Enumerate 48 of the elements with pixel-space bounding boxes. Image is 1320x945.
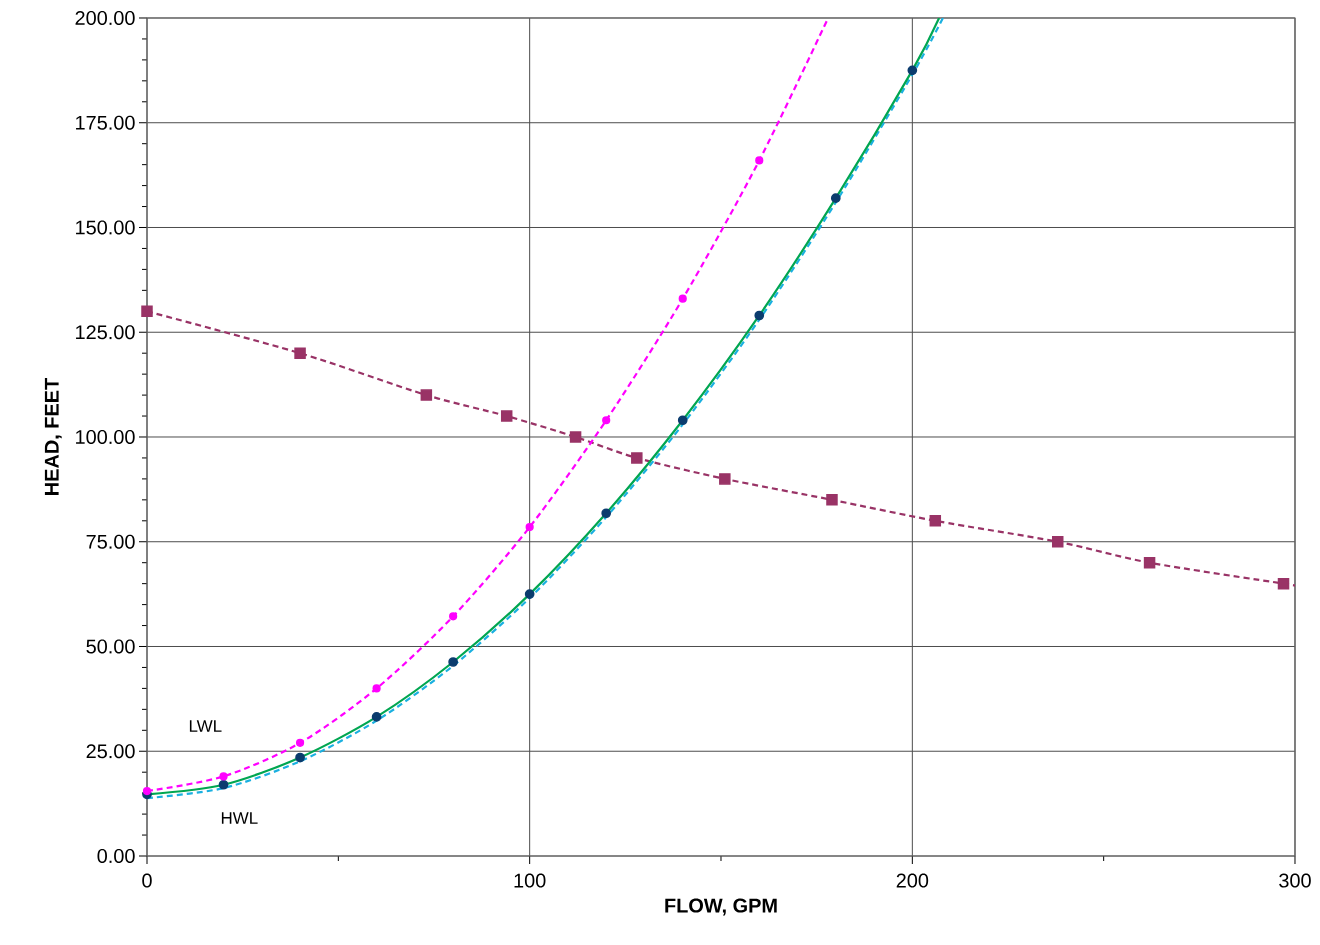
point bbox=[142, 786, 152, 796]
point bbox=[907, 65, 918, 76]
point bbox=[219, 772, 228, 781]
x-tick-label: 100 bbox=[514, 873, 546, 888]
point bbox=[1277, 577, 1290, 590]
x-tick-label: 200 bbox=[896, 873, 929, 888]
point bbox=[1051, 536, 1064, 548]
point bbox=[602, 416, 611, 425]
point bbox=[448, 657, 458, 667]
x-tick-label: 300 bbox=[1279, 873, 1311, 888]
y-tick-label: 75.00 bbox=[86, 534, 135, 549]
point bbox=[755, 156, 764, 165]
point bbox=[678, 294, 687, 303]
y-axis-title: HEAD, FEET bbox=[44, 378, 62, 495]
point bbox=[295, 752, 305, 763]
x-axis-title: FLOW, GPM bbox=[665, 898, 777, 916]
point bbox=[420, 389, 433, 401]
point bbox=[719, 473, 731, 485]
point bbox=[631, 452, 643, 464]
y-tick-label: 100.00 bbox=[76, 429, 135, 445]
x-tick-label: 0 bbox=[142, 873, 152, 888]
point bbox=[569, 431, 582, 443]
point bbox=[141, 305, 153, 318]
point bbox=[371, 712, 382, 722]
point bbox=[830, 193, 841, 204]
annotation: HWL bbox=[221, 812, 258, 824]
point bbox=[372, 684, 381, 693]
point bbox=[524, 589, 535, 599]
y-tick-label: 150.00 bbox=[76, 220, 135, 235]
annotation: LWL bbox=[189, 720, 222, 732]
point bbox=[1143, 556, 1156, 569]
point bbox=[218, 779, 229, 790]
point bbox=[677, 415, 688, 426]
y-tick-label: 25.00 bbox=[86, 744, 135, 759]
y-tick-label: 125.00 bbox=[76, 325, 135, 340]
point bbox=[601, 508, 612, 519]
point bbox=[295, 738, 305, 747]
point bbox=[754, 310, 765, 321]
point bbox=[929, 515, 942, 527]
point bbox=[294, 347, 306, 359]
y-tick-label: 0.00 bbox=[97, 848, 135, 864]
point bbox=[525, 522, 534, 532]
y-tick-label: 200.00 bbox=[75, 10, 135, 26]
point bbox=[500, 410, 513, 422]
y-tick-label: 175.00 bbox=[76, 115, 135, 130]
y-tick-label: 50.00 bbox=[86, 639, 135, 654]
point bbox=[449, 612, 458, 621]
point bbox=[826, 494, 838, 506]
